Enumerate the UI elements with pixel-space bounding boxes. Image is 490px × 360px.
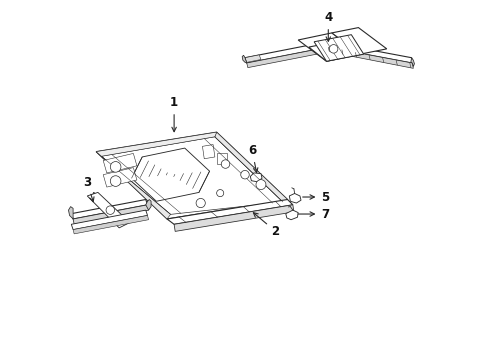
Polygon shape — [96, 132, 288, 219]
Polygon shape — [332, 28, 387, 54]
Polygon shape — [289, 193, 301, 203]
Polygon shape — [72, 210, 147, 230]
Polygon shape — [250, 173, 262, 182]
Polygon shape — [245, 55, 261, 62]
Polygon shape — [87, 192, 130, 228]
Circle shape — [217, 190, 224, 197]
Polygon shape — [245, 42, 328, 63]
Polygon shape — [242, 55, 247, 63]
Text: 1: 1 — [170, 96, 178, 132]
Circle shape — [106, 206, 115, 215]
Text: 5: 5 — [303, 190, 329, 203]
Polygon shape — [247, 47, 329, 68]
Circle shape — [110, 162, 121, 172]
Polygon shape — [314, 35, 364, 61]
Polygon shape — [202, 145, 215, 159]
Polygon shape — [217, 153, 227, 164]
Text: 7: 7 — [298, 207, 329, 221]
Polygon shape — [286, 210, 298, 220]
Polygon shape — [69, 207, 73, 219]
Polygon shape — [167, 199, 293, 224]
Polygon shape — [146, 199, 151, 210]
Polygon shape — [103, 168, 137, 187]
Polygon shape — [215, 132, 288, 202]
Text: 4: 4 — [324, 11, 332, 41]
Circle shape — [110, 176, 121, 186]
Circle shape — [329, 45, 338, 53]
Polygon shape — [132, 148, 210, 201]
Circle shape — [221, 160, 230, 168]
Polygon shape — [309, 40, 362, 61]
Polygon shape — [96, 132, 217, 156]
Polygon shape — [411, 58, 415, 67]
Polygon shape — [298, 33, 360, 61]
Circle shape — [256, 180, 266, 190]
Polygon shape — [327, 47, 414, 68]
Text: 3: 3 — [83, 176, 94, 202]
Circle shape — [196, 198, 205, 208]
Text: 2: 2 — [253, 213, 280, 238]
Polygon shape — [174, 205, 294, 231]
Polygon shape — [96, 152, 171, 219]
Polygon shape — [93, 192, 125, 224]
Polygon shape — [326, 42, 412, 63]
Polygon shape — [72, 199, 147, 219]
Circle shape — [241, 170, 249, 179]
Polygon shape — [73, 215, 148, 234]
Polygon shape — [73, 205, 148, 224]
Text: 6: 6 — [248, 144, 258, 172]
Polygon shape — [101, 137, 283, 215]
Polygon shape — [103, 153, 137, 173]
